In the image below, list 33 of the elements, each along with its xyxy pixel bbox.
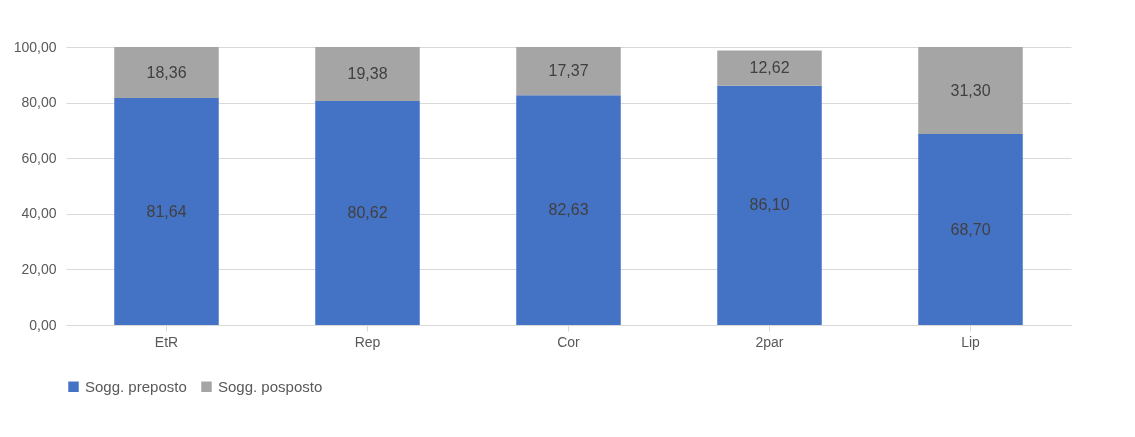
x-tick-label: Lip <box>961 333 981 350</box>
x-tick-label: EtR <box>154 333 179 350</box>
data-label: 31,30 <box>950 81 991 99</box>
bar <box>516 95 621 325</box>
data-label: 19,38 <box>347 64 388 82</box>
y-tick-label: 60,00 <box>21 149 57 166</box>
bar <box>315 47 420 101</box>
data-label: 80,62 <box>347 203 388 221</box>
data-label: 81,64 <box>146 202 187 220</box>
data-label: 12,62 <box>749 59 790 77</box>
bar <box>516 47 621 96</box>
bar <box>918 47 1023 135</box>
x-tick-label: 2par <box>755 333 784 350</box>
data-label: 17,37 <box>548 62 589 80</box>
bar <box>717 85 822 325</box>
data-label: 18,36 <box>146 63 187 81</box>
bar <box>918 134 1023 325</box>
legend-label: Sogg. posposto <box>218 377 323 395</box>
x-tick-label: Cor <box>557 333 581 350</box>
bar <box>717 50 822 86</box>
bar <box>315 100 420 325</box>
y-tick-label: 0,00 <box>29 316 57 333</box>
bar <box>114 47 219 99</box>
legend-label: Sogg. preposto <box>85 377 187 395</box>
y-tick-label: 100,00 <box>13 38 57 55</box>
x-tick-label: Rep <box>354 333 381 350</box>
y-tick-label: 20,00 <box>21 260 57 277</box>
bar <box>114 98 219 325</box>
data-label: 82,63 <box>548 201 589 219</box>
y-tick-label: 80,00 <box>21 94 57 111</box>
y-tick-label: 40,00 <box>21 205 57 222</box>
data-label: 86,10 <box>749 196 790 214</box>
data-label: 68,70 <box>950 220 991 238</box>
